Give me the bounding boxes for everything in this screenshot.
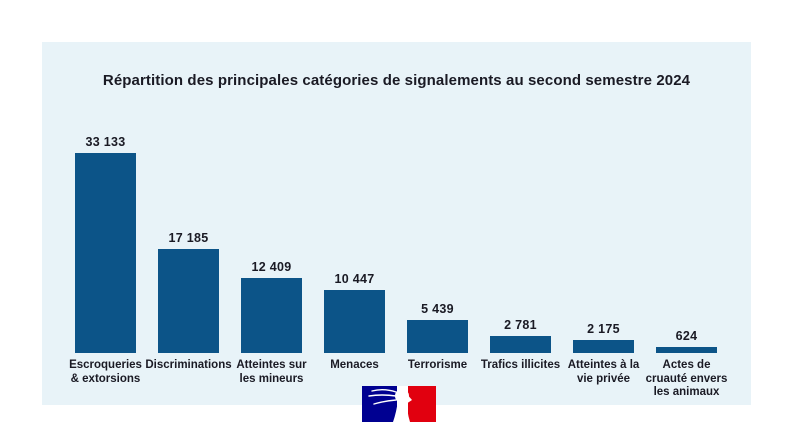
bar [324,290,385,353]
bar-value-label: 12 409 [251,260,292,274]
bar-category-label: Escroqueries & extorsions [59,353,153,386]
logo-red-panel [408,386,436,422]
bar [158,249,219,353]
bar [407,320,468,353]
bar-value-label: 2 175 [587,322,620,336]
bar-column: 2 175 Atteintes à la vie privée [562,135,645,400]
bar-category-label-line: Actes de [662,359,711,371]
bar [75,153,136,353]
bar-value-label: 17 185 [168,231,209,245]
bar-category-label: Discriminations [142,353,236,373]
bar [241,278,302,353]
bar-column: 2 781 Trafics illicites [479,135,562,400]
french-government-logo [362,386,436,422]
bar-category-label: Menaces [308,353,402,373]
bar-area: 2 781 [490,135,551,353]
bar-category-label-line: Terrorisme [407,359,468,371]
bar [490,336,551,353]
bar-chart: 33 133 Escroqueries & extorsions 17 185 Disc… [64,135,728,400]
marianne-icon [362,386,436,422]
bar-category-label-line: cruauté envers [645,372,728,385]
bar-category-label: Atteintes sur les mineurs [225,353,319,386]
bar-column: 624 Actes de cruauté envers les animaux [645,135,728,400]
bar-area: 10 447 [324,135,385,353]
bar-value-label: 10 447 [334,272,375,286]
bar-area: 5 439 [407,135,468,353]
bar-category-label: Terrorisme [391,353,485,373]
bar-category-label-line: les animaux [653,386,720,398]
bar-category-label: Atteintes à la vie privée [557,353,651,386]
bar-category-label-line: les mineurs [239,372,304,385]
marianne-profile [368,389,412,422]
bar-category-label-line: Atteintes à la [567,359,640,371]
logo-blue-panel [362,386,397,422]
chart-panel: Répartition des principales catégories d… [42,42,751,405]
bar-category-label: Trafics illicites [474,353,568,373]
bar-value-label: 5 439 [421,302,454,316]
bar-area: 33 133 [75,135,136,353]
bar-category-label-line: Menaces [330,359,379,371]
bar-category-label: Actes de cruauté envers les animaux [640,353,734,400]
bar-category-label-line: Escroqueries [69,359,142,371]
bar-category-label-line: & extorsions [70,372,141,385]
bar-column: 17 185 Discriminations [145,135,231,400]
bar-column: 33 133 Escroqueries & extorsions [64,135,147,400]
bar-value-label: 2 781 [504,318,537,332]
bar-area: 12 409 [241,135,302,353]
bar-value-label: 33 133 [85,135,126,149]
bar-column: 10 447 Menaces [313,135,396,400]
bar [573,340,634,353]
bar-column: 5 439 Terrorisme [396,135,479,400]
bar-column: 12 409 Atteintes sur les mineurs [230,135,313,400]
bar-category-label-line: Atteintes sur [236,359,307,371]
bar-area: 17 185 [158,135,219,353]
bar-area: 2 175 [573,135,634,353]
bar [656,347,717,353]
bar-area: 624 [656,135,717,353]
chart-title: Répartition des principales catégories d… [102,72,691,89]
bar-category-label-line: Discriminations [145,359,232,371]
bar-value-label: 624 [675,329,698,343]
bar-category-label-line: Trafics illicites [480,359,561,371]
bar-category-label-line: vie privée [576,372,631,385]
